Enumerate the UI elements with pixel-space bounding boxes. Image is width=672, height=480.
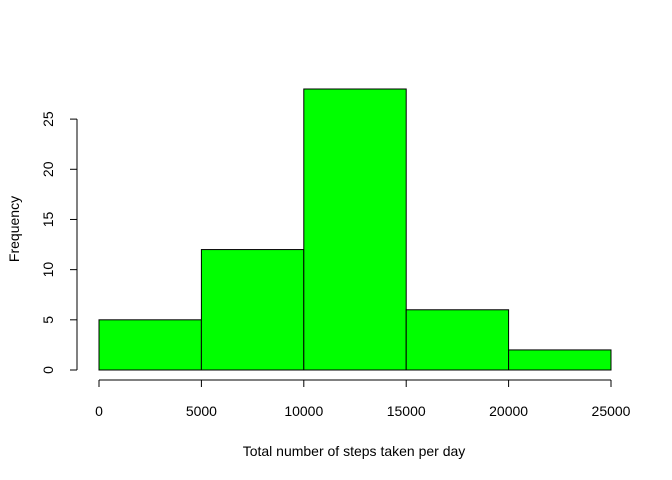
- histogram-bar-4: [508, 349, 612, 371]
- x-axis: 0 5000 10000 15000 20000 25000: [95, 379, 631, 419]
- y-axis-title: Frequency: [6, 196, 22, 262]
- x-tick-label-3: 15000: [387, 403, 426, 419]
- histogram-bar-3: [405, 309, 510, 371]
- x-tick-label-0: 0: [95, 403, 103, 419]
- x-tick-label-2: 10000: [284, 403, 323, 419]
- x-axis-title: Total number of steps taken per day: [243, 443, 466, 459]
- y-tick-label-4: 20: [40, 161, 56, 177]
- y-axis: 0 5 10 15 20 25: [40, 111, 78, 374]
- x-tick-label-5: 25000: [592, 403, 631, 419]
- y-tick-label-2: 10: [40, 262, 56, 278]
- y-tick-label-3: 15: [40, 211, 56, 227]
- y-tick-label-0: 0: [40, 366, 56, 374]
- x-tick-label-1: 5000: [186, 403, 217, 419]
- x-tick-label-4: 20000: [489, 403, 528, 419]
- histogram-bar-1: [200, 249, 305, 371]
- y-tick-label-5: 25: [40, 111, 56, 127]
- histogram-bar-0: [98, 319, 202, 371]
- histogram-bar-2: [303, 88, 407, 371]
- histogram-bars: [98, 88, 612, 371]
- y-tick-label-1: 5: [40, 316, 56, 324]
